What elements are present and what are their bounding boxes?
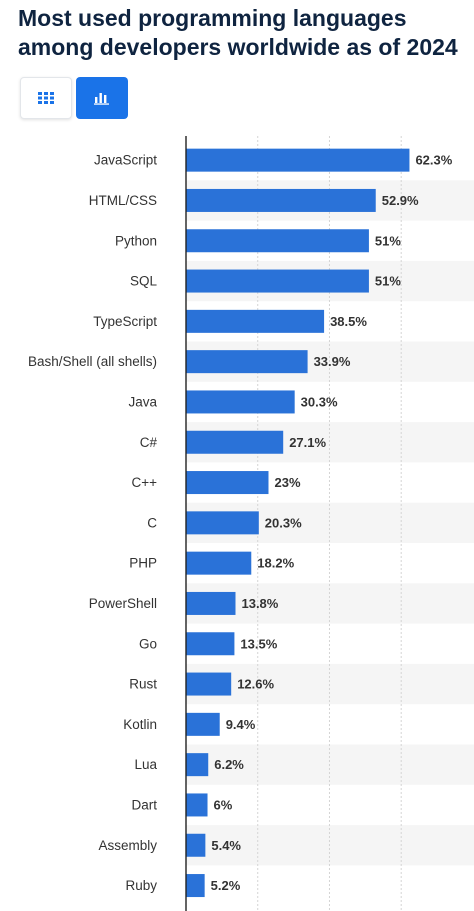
bar-chart: JavaScript 62.3% HTML/CSS 52.9% Python 51% SQL… xyxy=(28,136,474,911)
value-label: 6% xyxy=(214,797,233,812)
view-toggle xyxy=(20,77,128,119)
value-label: 13.5% xyxy=(240,636,277,651)
table-view-button[interactable] xyxy=(20,77,72,119)
bar xyxy=(186,833,206,857)
bar xyxy=(186,269,369,293)
bar xyxy=(186,793,208,817)
bar xyxy=(186,632,235,656)
value-label: 13.8% xyxy=(241,596,278,611)
bar xyxy=(186,874,205,898)
category-label: SQL xyxy=(130,274,158,289)
value-label: 23% xyxy=(274,475,300,490)
category-label: C++ xyxy=(131,475,157,490)
bar xyxy=(186,229,369,253)
category-label: Lua xyxy=(134,757,157,772)
category-label: Go xyxy=(139,636,157,651)
category-label: PowerShell xyxy=(89,596,157,611)
bar xyxy=(186,471,269,495)
category-label: Ruby xyxy=(125,878,157,893)
category-label: Dart xyxy=(131,797,157,812)
row-stripe xyxy=(186,663,474,705)
value-label: 33.9% xyxy=(314,354,351,369)
value-label: 52.9% xyxy=(382,193,419,208)
row-stripe xyxy=(186,744,474,785)
category-label: Assembly xyxy=(98,838,157,853)
value-label: 12.6% xyxy=(237,677,274,692)
category-label: Bash/Shell (all shells) xyxy=(28,354,157,369)
bar xyxy=(186,148,410,172)
value-label: 5.4% xyxy=(211,838,241,853)
value-label: 62.3% xyxy=(415,153,452,168)
chart-title: Most used programming languages among de… xyxy=(18,5,458,60)
value-label: 51% xyxy=(375,274,401,289)
chart-view-button[interactable] xyxy=(76,77,128,119)
bar xyxy=(186,430,284,454)
value-label: 5.2% xyxy=(211,878,241,893)
row-stripe xyxy=(186,825,474,866)
bar xyxy=(186,712,220,736)
value-label: 30.3% xyxy=(301,394,338,409)
category-label: Kotlin xyxy=(123,717,157,732)
value-label: 51% xyxy=(375,233,401,248)
bar xyxy=(186,591,236,615)
bar-chart-icon xyxy=(94,93,109,105)
category-label: JavaScript xyxy=(94,153,157,168)
category-label: Java xyxy=(128,394,157,409)
category-label: HTML/CSS xyxy=(89,193,157,208)
bar xyxy=(186,511,259,535)
value-label: 38.5% xyxy=(330,314,367,329)
value-label: 9.4% xyxy=(226,717,256,732)
value-label: 27.1% xyxy=(289,435,326,450)
category-label: C# xyxy=(140,435,158,450)
value-label: 18.2% xyxy=(257,556,294,571)
category-label: Rust xyxy=(129,677,157,692)
category-label: C xyxy=(147,515,157,530)
bar xyxy=(186,309,325,333)
bar xyxy=(186,672,232,696)
value-label: 20.3% xyxy=(265,515,302,530)
bar xyxy=(186,350,308,374)
value-label: 6.2% xyxy=(214,757,244,772)
bar xyxy=(186,188,376,212)
bar xyxy=(186,753,209,777)
bar xyxy=(186,390,295,414)
category-label: Python xyxy=(115,233,157,248)
category-label: TypeScript xyxy=(93,314,157,329)
bar xyxy=(186,551,252,575)
category-label: PHP xyxy=(129,556,157,571)
grid-table-icon xyxy=(38,92,54,104)
